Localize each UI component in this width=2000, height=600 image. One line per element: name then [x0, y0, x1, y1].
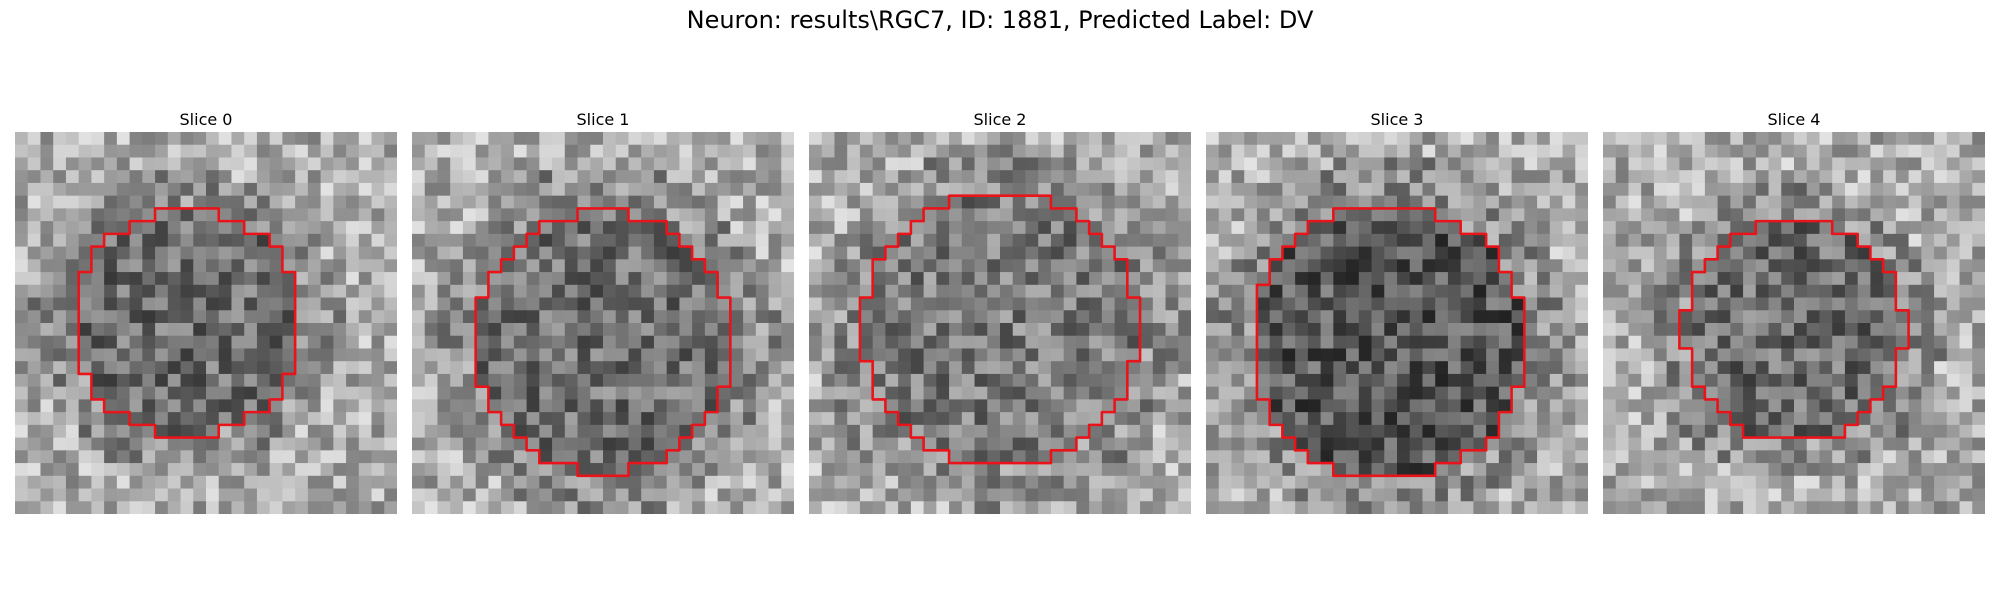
pixel-grid — [809, 132, 1191, 514]
slice-title-4: Slice 4 — [1767, 110, 1821, 129]
slice-panel-3: Slice 3 — [1206, 108, 1588, 514]
pixel-grid — [412, 132, 794, 514]
slice-image-3 — [1206, 132, 1588, 514]
slice-image-1 — [412, 132, 794, 514]
slice-title-0: Slice 0 — [179, 110, 233, 129]
roi-contour — [1678, 219, 1910, 439]
pixel-grid — [1603, 132, 1985, 514]
pixel-grid — [1206, 132, 1588, 514]
roi-contour — [474, 207, 732, 478]
slice-panel-4: Slice 4 — [1603, 108, 1985, 514]
slice-panel-1: Slice 1 — [412, 108, 794, 514]
roi-contour — [77, 207, 297, 439]
roi-contour — [1255, 207, 1526, 478]
slice-title-2: Slice 2 — [973, 110, 1027, 129]
slice-title-3: Slice 3 — [1370, 110, 1424, 129]
slice-title-1: Slice 1 — [576, 110, 630, 129]
pixel-grid — [15, 132, 397, 514]
slice-image-2 — [809, 132, 1191, 514]
slice-panel-2: Slice 2 — [809, 108, 1191, 514]
slice-image-4 — [1603, 132, 1985, 514]
roi-contour — [858, 194, 1142, 465]
slice-panel-0: Slice 0 — [15, 108, 397, 514]
slice-image-0 — [15, 132, 397, 514]
figure-title: Neuron: results\RGC7, ID: 1881, Predicte… — [686, 6, 1314, 34]
